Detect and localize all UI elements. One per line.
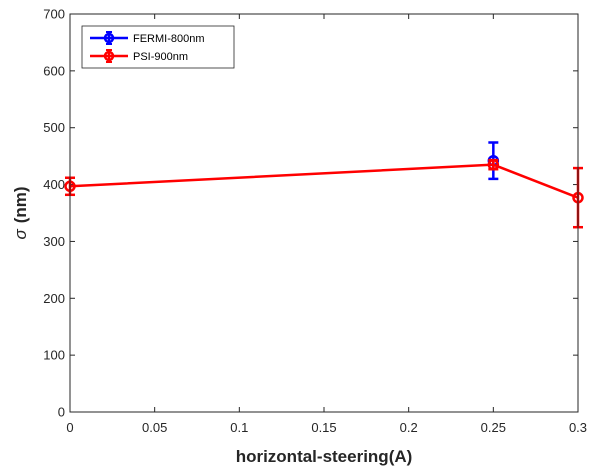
- legend-marker: [103, 32, 115, 44]
- y-tick-label: 600: [43, 63, 65, 78]
- x-axis-label: horizontal-steering(A): [236, 447, 413, 466]
- x-tick-label: 0: [66, 420, 73, 435]
- legend-marker: [103, 50, 115, 62]
- legend-label: PSI-900nm: [133, 51, 188, 63]
- data-point: [487, 158, 500, 171]
- plot-frame: [69, 13, 579, 413]
- x-tick-label: 0.2: [400, 420, 418, 435]
- y-axis-label-symbol: σ: [11, 229, 30, 240]
- x-tick-label: 0.25: [481, 420, 506, 435]
- y-tick-label: 300: [43, 234, 65, 249]
- y-axis: 0 100 200 300 400 500 600 700: [43, 7, 578, 420]
- y-tick-label: 100: [43, 348, 65, 363]
- legend-label: FERMI-800nm: [133, 33, 205, 45]
- y-tick-label: 0: [58, 405, 65, 420]
- x-tick-label: 0.15: [311, 420, 336, 435]
- x-tick-label: 0.3: [569, 420, 587, 435]
- y-tick-label: 400: [43, 177, 65, 192]
- legend-item-fermi-800nm: FERMI-800nm: [90, 31, 205, 45]
- y-tick-label: 700: [43, 7, 65, 22]
- legend-item-psi-900nm: PSI-900nm: [90, 49, 188, 63]
- y-axis-label-unit: (nm): [11, 186, 30, 223]
- x-tick-label: 0.05: [142, 420, 167, 435]
- x-axis: 0 0.05 0.1 0.15 0.2 0.25 0.3: [66, 14, 587, 435]
- y-tick-label: 500: [43, 120, 65, 135]
- y-axis-label: σ (nm): [11, 186, 30, 239]
- x-tick-label: 0.1: [230, 420, 248, 435]
- legend: FERMI-800nm PSI-900nm: [81, 25, 235, 69]
- plot-area: [70, 14, 578, 412]
- y-tick-label: 200: [43, 291, 65, 306]
